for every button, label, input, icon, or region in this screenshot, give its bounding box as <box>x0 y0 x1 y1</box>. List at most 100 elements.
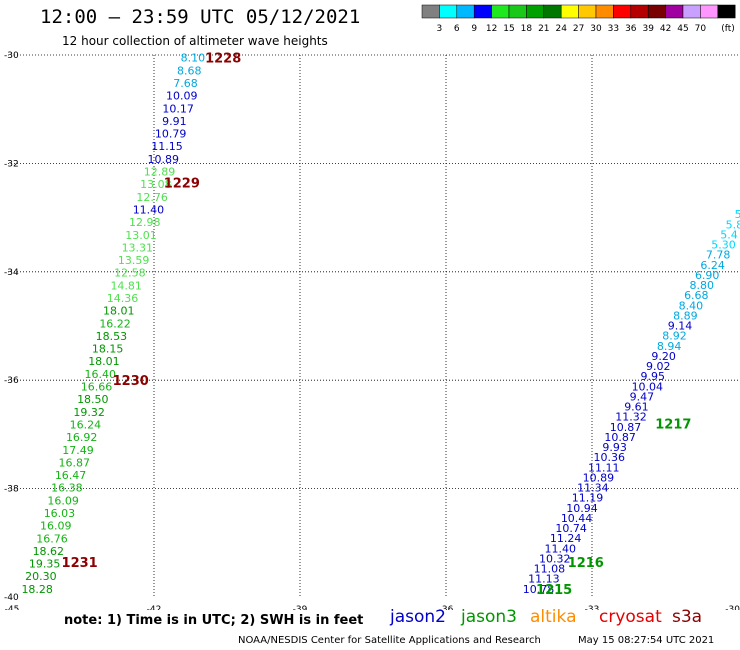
wave-height-value: 9.95 <box>641 370 666 383</box>
wave-height-value: 10.09 <box>166 90 198 103</box>
wave-height-value: 9.47 <box>630 390 655 403</box>
wave-height-value: 12.89 <box>144 166 176 179</box>
legend-label: 3 <box>437 24 443 34</box>
wave-height-value: 18.15 <box>92 343 124 356</box>
wave-height-value: 18.50 <box>77 393 109 406</box>
legend-label: 33 <box>608 24 619 34</box>
legend-swatch <box>665 4 684 19</box>
time-label: 1228 <box>205 52 241 67</box>
wave-height-value: 16.47 <box>55 469 87 482</box>
legend-label: 24 <box>555 24 567 34</box>
wave-height-value: 16.09 <box>40 520 72 533</box>
wave-height-value: 5. <box>735 208 740 221</box>
wave-height-value: 11.19 <box>572 492 604 505</box>
wave-height-value: 8.40 <box>679 299 704 312</box>
wave-height-chart: 3 6 9 12 15 18 21 24 27 30 33 36 39 42 45 70 (ft) -30-32… <box>4 4 740 610</box>
axis-tick-labels: -30 -32 -34 -36 -38 -40 -45 -42 -39 -36 -33 -30 <box>4 51 740 610</box>
wave-height-value: 6.68 <box>684 289 709 302</box>
legend-swatch <box>630 4 649 19</box>
color-legend: 3 6 9 12 15 18 21 24 27 30 33 36 39 42 45 70 (ft) <box>421 4 736 34</box>
wave-height-value: 10.87 <box>610 421 642 434</box>
wave-height-value: 11.13 <box>528 573 560 586</box>
time-label: 1215 <box>536 583 572 598</box>
y-tick-label: -34 <box>4 268 19 278</box>
wave-height-value: 16.92 <box>66 431 98 444</box>
legend-label: 27 <box>573 24 584 34</box>
credit-text: NOAA/NESDIS Center for Satellite Applica… <box>238 635 541 646</box>
wave-height-value: 9.14 <box>668 320 693 333</box>
wave-height-value: 11.11 <box>588 461 620 474</box>
y-tick-label: -30 <box>4 51 19 61</box>
satellite-tracks: 8.108.687.6810.0910.179.9110.7911.1510.8… <box>21 52 740 598</box>
wave-height-value: 10.78 <box>523 583 555 596</box>
legend-label: 18 <box>521 24 533 34</box>
y-tick-label: -38 <box>4 485 19 495</box>
satellite-jason3: jason3 <box>461 607 517 627</box>
wave-height-value: 8.80 <box>690 279 715 292</box>
wave-height-value: 13.08 <box>140 178 172 191</box>
wave-height-value: 16.87 <box>59 456 91 469</box>
wave-height-value: 7.68 <box>173 77 198 90</box>
legend-swatch <box>613 4 632 19</box>
wave-height-value: 7.78 <box>706 249 731 262</box>
legend-label: 70 <box>695 24 707 34</box>
wave-height-value: 9.93 <box>602 441 627 454</box>
legend-swatch <box>439 4 458 19</box>
satellite-cryosat: cryosat <box>599 607 662 627</box>
legend-swatch <box>456 4 475 19</box>
legend-swatch <box>526 4 545 19</box>
legend-swatch <box>717 4 736 19</box>
wave-height-value: 5.4 <box>720 228 738 241</box>
wave-height-value: 6.90 <box>695 269 720 282</box>
x-tick-label: -36 <box>439 605 454 610</box>
wave-height-value: 11.40 <box>544 542 576 555</box>
wave-height-value: 8.89 <box>673 309 698 322</box>
x-tick-label: -30 <box>725 605 740 610</box>
legend-label: 21 <box>538 24 549 34</box>
x-tick-label: -39 <box>293 605 308 610</box>
legend-swatch <box>491 4 510 19</box>
wave-height-value: 16.03 <box>44 507 76 520</box>
generated-timestamp: May 15 08:27:54 UTC 2021 <box>578 635 715 646</box>
wave-height-value: 18.28 <box>21 583 53 596</box>
time-label: 1216 <box>568 556 604 571</box>
wave-height-value: 9.20 <box>651 350 676 363</box>
wave-height-value: 9.02 <box>646 360 671 373</box>
wave-height-value: 10.04 <box>632 380 664 393</box>
wave-height-value: 5.30 <box>711 239 736 252</box>
legend-swatch <box>421 4 440 19</box>
wave-height-value: 16.38 <box>51 482 83 495</box>
wave-height-value: 19.35 <box>29 558 61 571</box>
legend-swatch <box>700 4 719 19</box>
wave-height-value: 14.81 <box>110 279 142 292</box>
wave-height-value: 8.10 <box>181 52 206 65</box>
wave-height-value: 10.32 <box>539 552 571 565</box>
wave-height-value: 6.24 <box>700 259 725 272</box>
legend-label: 45 <box>677 24 688 34</box>
legend-label: 39 <box>642 24 654 34</box>
wave-height-value: 13.31 <box>122 241 154 254</box>
legend-label: (ft) <box>721 24 735 34</box>
wave-height-value: 10.94 <box>566 502 598 515</box>
y-tick-label: -36 <box>4 376 19 386</box>
wave-height-value: 16.09 <box>47 494 79 507</box>
wave-height-value: 10.89 <box>148 153 180 166</box>
legend-label: 9 <box>471 24 477 34</box>
wave-height-value: 18.01 <box>103 305 135 318</box>
wave-height-value: 12.76 <box>136 191 168 204</box>
wave-height-value: 10.89 <box>583 471 615 484</box>
legend-swatch <box>508 4 527 19</box>
legend-label: 15 <box>503 24 514 34</box>
legend-swatch <box>595 4 614 19</box>
wave-height-value: 5.8 <box>726 218 740 231</box>
wave-height-value: 18.53 <box>96 330 128 343</box>
legend-swatch <box>543 4 562 19</box>
wave-height-value: 16.66 <box>81 381 113 394</box>
legend-label: 42 <box>660 24 671 34</box>
wave-height-value: 9.91 <box>162 115 187 128</box>
legend-swatch <box>682 4 701 19</box>
legend-swatch <box>560 4 579 19</box>
wave-height-value: 13.01 <box>125 229 157 242</box>
wave-height-value: 20.30 <box>25 570 57 583</box>
legend-swatch <box>578 4 597 19</box>
